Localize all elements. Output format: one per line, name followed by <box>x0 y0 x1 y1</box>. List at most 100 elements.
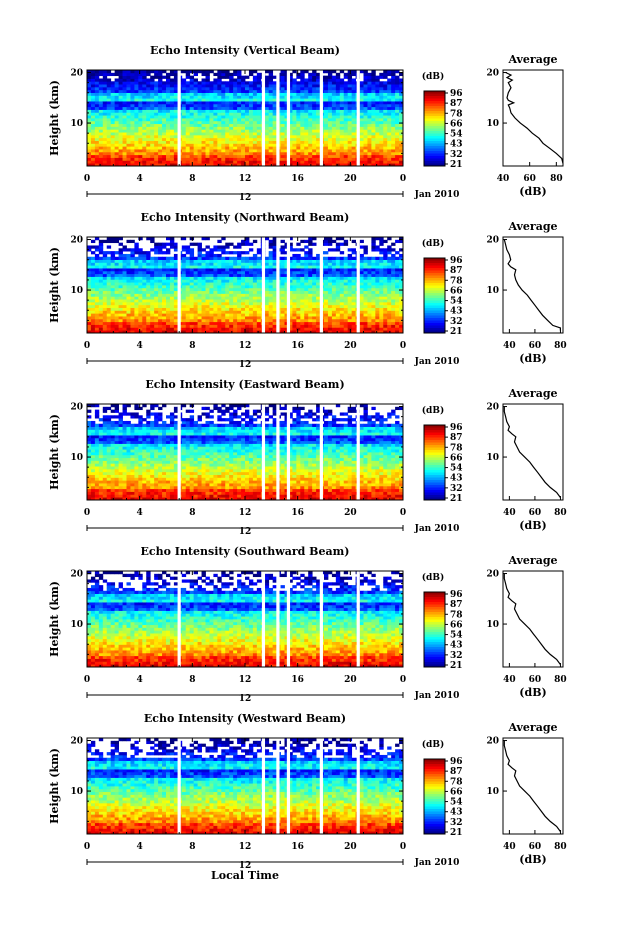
heatmap-cell <box>146 265 151 269</box>
heatmap-cell <box>118 327 123 331</box>
heatmap-cell <box>229 262 234 266</box>
heatmap-cell <box>237 115 242 119</box>
heatmap-cell <box>229 242 234 246</box>
heatmap-cell <box>229 120 234 125</box>
heatmap-cell <box>375 89 380 93</box>
heatmap-cell <box>130 109 135 113</box>
heatmap-cell <box>272 310 277 314</box>
heatmap-cell <box>118 287 123 292</box>
heatmap-cell <box>213 72 218 77</box>
heatmap-cell <box>110 239 116 244</box>
heatmap-cell <box>347 95 353 99</box>
heatmap-cell <box>367 321 372 325</box>
heatmap-cell <box>363 273 368 277</box>
heatmap-cell <box>98 321 104 325</box>
heatmap-cell <box>256 304 262 308</box>
heatmap-cell <box>225 70 230 74</box>
data-gap <box>286 70 291 166</box>
heatmap-cell <box>225 321 230 325</box>
heatmap-cell <box>347 112 353 116</box>
heatmap-cell <box>387 103 392 108</box>
heatmap-cell <box>205 262 210 266</box>
heatmap-cell <box>256 268 262 272</box>
heatmap-cell <box>379 86 384 91</box>
heatmap-cell <box>280 318 285 323</box>
heatmap-cell <box>391 134 396 139</box>
heatmap-cell <box>351 248 356 252</box>
heatmap-cell <box>272 251 277 255</box>
heatmap-cell <box>142 163 147 167</box>
heatmap-cell <box>201 248 206 252</box>
heatmap-cell <box>185 304 191 308</box>
heatmap-cell <box>166 149 171 153</box>
heatmap-cell <box>158 301 163 306</box>
heatmap-cell <box>181 259 187 263</box>
heatmap-cell <box>347 98 353 102</box>
heatmap-cell <box>193 78 198 82</box>
heatmap-cell <box>221 120 226 125</box>
heatmap-cell <box>197 160 202 164</box>
heatmap-cell <box>114 103 119 108</box>
heatmap-cell <box>391 84 396 88</box>
heatmap-cell <box>284 132 289 136</box>
heatmap-cell <box>118 293 123 297</box>
heatmap-cell <box>98 106 104 110</box>
heatmap-cell <box>110 296 116 300</box>
heatmap-cell <box>209 299 214 303</box>
heatmap-cell <box>197 279 202 283</box>
heatmap-cell <box>327 324 333 328</box>
heatmap-cell <box>221 324 226 328</box>
heatmap-cell <box>158 268 163 272</box>
heatmap-cell <box>189 251 195 255</box>
heatmap-cell <box>347 293 353 297</box>
heatmap-cell <box>280 92 285 96</box>
heatmap-cell <box>391 118 396 122</box>
heatmap-cell <box>142 92 147 96</box>
heatmap-cell <box>335 324 341 328</box>
colorbar-tick-label: 21 <box>450 160 463 170</box>
heatmap-cell <box>324 101 329 105</box>
heatmap-cell <box>280 72 285 77</box>
heatmap-cell <box>300 101 305 105</box>
heatmap-cell <box>241 160 246 164</box>
heatmap-cell <box>173 256 179 260</box>
heatmap-cell <box>209 149 214 153</box>
heatmap-cell <box>213 78 218 82</box>
heatmap-cell <box>217 259 222 263</box>
heatmap-cell <box>166 115 171 119</box>
heatmap-cell <box>280 285 285 289</box>
heatmap-cell <box>300 290 305 294</box>
heatmap-cell <box>193 134 198 139</box>
heatmap-cell <box>351 330 356 334</box>
heatmap-cell <box>339 103 345 108</box>
heatmap-cell <box>193 160 198 164</box>
heatmap-cell <box>288 84 293 88</box>
heatmap-cell <box>173 137 179 141</box>
heatmap-cell <box>158 270 163 275</box>
heatmap-cell <box>272 163 277 167</box>
heatmap-cell <box>130 163 135 167</box>
heatmap-cell <box>130 106 135 110</box>
heatmap-cell <box>284 287 289 292</box>
heatmap-cell <box>351 157 356 161</box>
heatmap-cell <box>205 327 210 331</box>
heatmap-cell <box>296 140 301 144</box>
heatmap-cell <box>158 157 163 161</box>
heatmap-cell <box>241 285 246 289</box>
heatmap-cell <box>343 126 349 130</box>
heatmap-cell <box>142 81 147 85</box>
heatmap-cell <box>221 143 226 147</box>
heatmap-cell <box>122 318 127 323</box>
heatmap-cell <box>154 132 159 136</box>
heatmap-cell <box>130 259 135 263</box>
heatmap-cell <box>252 276 258 280</box>
heatmap-cell <box>173 330 179 334</box>
heatmap-cell <box>94 237 100 241</box>
heatmap-cell <box>304 287 309 292</box>
heatmap-cell <box>233 78 238 82</box>
heatmap-cell <box>197 126 202 130</box>
heatmap-cell <box>122 262 127 266</box>
heatmap-cell <box>173 134 179 139</box>
heatmap-cell <box>324 123 329 127</box>
heatmap-cell <box>209 101 214 105</box>
